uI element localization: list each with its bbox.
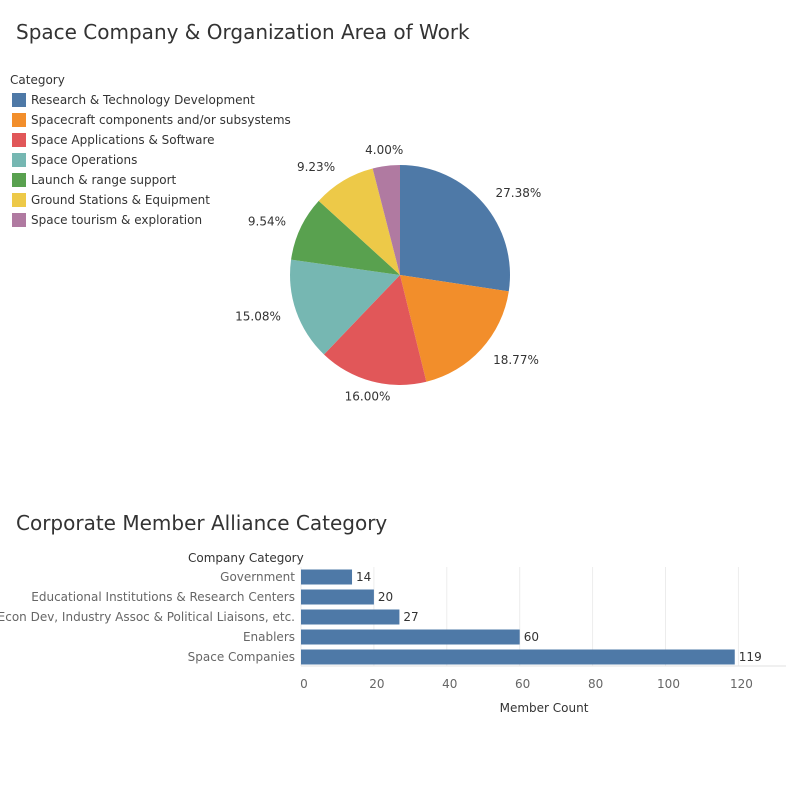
x-tick-label-20: 20 <box>369 677 384 691</box>
pie-slice-labels: 27.38% 18.77% 16.00% 15.08% 9.54% 9.23% 4.00% <box>235 143 541 404</box>
bar-educational-institutions-research-centers[interactable] <box>301 589 374 605</box>
pie-slice-ground-stations-equipment[interactable] <box>318 168 400 275</box>
bar-space-companies[interactable] <box>301 649 735 665</box>
legend-label: Spacecraft components and/or subsystems <box>31 113 291 127</box>
pie-slice-label-spacecraft-components-and-or-subsystems: 18.77% <box>493 353 539 367</box>
x-tick-label-100: 100 <box>657 677 680 691</box>
legend-swatch <box>12 133 26 147</box>
pie-slice-space-applications-software[interactable] <box>323 275 427 386</box>
bar-value-label-enablers: 60 <box>524 630 539 644</box>
legend-item-space-operations[interactable]: Space Operations <box>10 150 291 170</box>
bar-value-label-educational-institutions-research-centers: 20 <box>378 590 393 604</box>
bar-value-labels: 14 20 27 60 119 <box>356 570 762 664</box>
x-tick-label-120: 120 <box>730 677 753 691</box>
pie-slice-label-space-operations: 15.08% <box>235 309 281 323</box>
bar-value-label-space-companies: 119 <box>739 650 762 664</box>
category-label-government: Government <box>220 570 295 584</box>
pie-slice-research-technology-development[interactable] <box>400 165 510 292</box>
legend-item-space-tourism-exploration[interactable]: Space tourism & exploration <box>10 210 291 230</box>
category-label-space-companies: Space Companies <box>188 650 295 664</box>
legend-item-research-technology-development[interactable]: Research & Technology Development <box>10 90 291 110</box>
bar-chart: Government Educational Institutions & Res… <box>0 551 786 715</box>
category-label-educational-institutions-research-centers: Educational Institutions & Research Cent… <box>31 590 295 604</box>
x-tick-label-40: 40 <box>442 677 457 691</box>
x-tick-label-80: 80 <box>588 677 603 691</box>
category-label-econ-dev-industry-assoc-political-liaisons-etc: Econ Dev, Industry Assoc & Political Lia… <box>0 610 295 624</box>
pie-slice-launch-range-support[interactable] <box>291 200 400 275</box>
x-tick-label-0: 0 <box>300 677 308 691</box>
legend-title: Category <box>10 73 65 87</box>
legend-swatch <box>12 213 26 227</box>
legend-items: Research & Technology Development Spacecr… <box>10 90 291 230</box>
legend-swatch <box>12 113 26 127</box>
pie-slice-spacecraft-components-and-or-subsystems[interactable] <box>400 275 509 382</box>
legend-item-spacecraft-components-and-or-subsystems[interactable]: Spacecraft components and/or subsystems <box>10 110 291 130</box>
legend-item-launch-range-support[interactable]: Launch & range support <box>10 170 291 190</box>
legend-swatch <box>12 193 26 207</box>
legend-swatch <box>12 93 26 107</box>
bar-value-label-econ-dev-industry-assoc-political-liaisons-etc: 27 <box>403 610 418 624</box>
pie-slice-space-tourism-exploration[interactable] <box>372 165 400 275</box>
bar-econ-dev-industry-assoc-political-liaisons-etc[interactable] <box>301 609 400 625</box>
pie-slice-label-launch-range-support: 9.54% <box>248 214 286 228</box>
legend-label: Space Applications & Software <box>31 133 215 147</box>
legend-label: Launch & range support <box>31 173 177 187</box>
legend-label: Research & Technology Development <box>31 93 255 107</box>
pie-slice-label-space-tourism-exploration: 4.00% <box>365 143 403 157</box>
bar-enablers[interactable] <box>301 629 520 645</box>
legend-label: Space Operations <box>31 153 138 167</box>
x-axis-title: Member Count <box>500 701 589 715</box>
x-tick-label-60: 60 <box>515 677 530 691</box>
bar-value-label-government: 14 <box>356 570 371 584</box>
bar-category-labels: Government Educational Institutions & Res… <box>0 570 295 664</box>
legend-item-space-applications-software[interactable]: Space Applications & Software <box>10 130 291 150</box>
pie-slice-space-operations[interactable] <box>290 259 400 355</box>
x-axis-ticks: 0 20 40 60 80 100 120 <box>300 677 753 691</box>
legend-swatch <box>12 153 26 167</box>
y-axis-title: Company Category <box>188 551 304 565</box>
pie-slice-label-space-applications-software: 16.00% <box>345 390 391 404</box>
legend-label: Space tourism & exploration <box>31 213 203 227</box>
pie-slice-label-research-technology-development: 27.38% <box>496 186 542 200</box>
legend-label: Ground Stations & Equipment <box>31 193 210 207</box>
legend-item-ground-stations-equipment[interactable]: Ground Stations & Equipment <box>10 190 291 210</box>
pie-legend[interactable]: Category Research & Technology Developme… <box>10 73 291 230</box>
category-label-enablers: Enablers <box>243 630 295 644</box>
legend-swatch <box>12 173 26 187</box>
bar-government[interactable] <box>301 569 353 585</box>
pie-slice-label-ground-stations-equipment: 9.23% <box>297 160 335 174</box>
bar-bars <box>301 569 735 665</box>
pie-chart <box>290 165 510 386</box>
pie-chart-title: Space Company & Organization Area of Wor… <box>16 20 470 44</box>
bar-chart-title: Corporate Member Alliance Category <box>16 511 388 535</box>
